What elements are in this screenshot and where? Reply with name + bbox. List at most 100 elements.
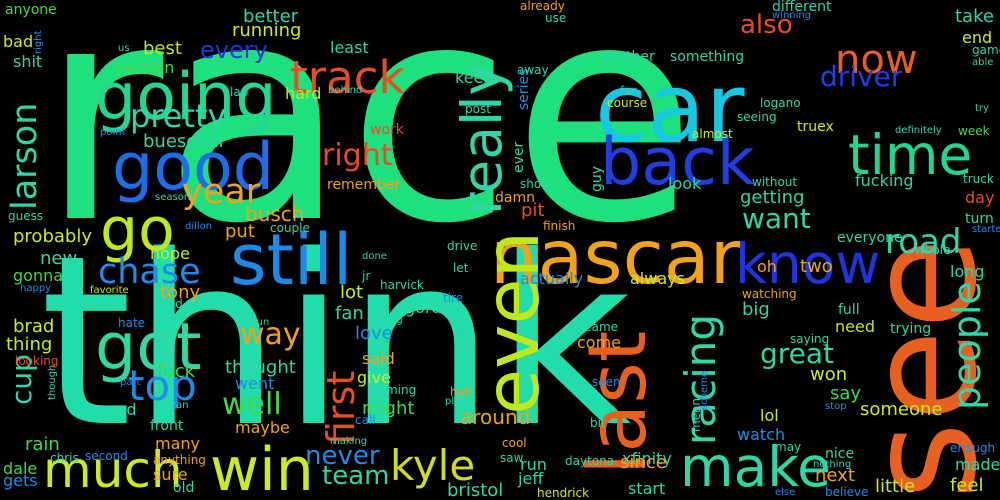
word-hendrick: hendrick [537,486,590,500]
word-seen: seen [592,375,621,389]
word-start: start [628,479,666,498]
word-used: used [98,400,137,419]
word-anyone: anyone [5,2,57,18]
word-thing: thing [6,334,53,355]
word-larson: larson [5,102,45,210]
word-watching: watching [742,287,797,301]
word-got: got [95,310,202,385]
word-least: least [330,38,369,57]
word-truex: truex [797,119,834,135]
word-remember: remember [327,177,401,193]
word-top: top [128,361,197,410]
word-keep: keep [455,68,494,87]
word-ran: ran [172,400,189,411]
word-guy: guy [589,165,605,192]
word-logano: logano [760,96,801,110]
word-winning: winning [772,10,812,21]
word-thought: thought [225,357,296,378]
word-great: great [760,337,835,370]
word-say: say [830,383,862,404]
word-part: part [120,377,141,388]
word-good: good [112,130,275,205]
word-already: already [520,0,565,13]
word-came: came [585,320,619,334]
word-brad: brad [13,316,55,337]
word-feel: feel [950,475,984,496]
word-fan: fan [335,303,364,324]
word-nascar: nascar [490,213,741,301]
word-let: let [453,261,469,275]
word-find: find [160,297,183,311]
word-drive: drive [447,239,478,253]
word-work: work [370,122,404,138]
word-dale: dale [3,459,38,478]
word-rain: rain [25,434,60,455]
word-way: way [240,317,301,352]
word-long: long [950,262,985,281]
word-lol: lol [760,406,779,425]
word-going: going [95,60,277,135]
word-saying: saying [790,332,830,346]
word-favorite: favorite [90,285,129,296]
word-year: year [182,172,261,212]
word-turn: turn [965,211,994,227]
word-actually: actually [520,269,584,288]
word-every: every [200,36,268,64]
word-something: something [670,49,745,65]
word-kyle: kyle [390,441,476,490]
word-need: need [835,317,875,336]
word-gonna: gonna [13,266,64,285]
word-seeing: seeing [737,110,777,124]
word-oh: oh [757,257,777,276]
word-time: time [848,123,973,187]
word-finish: finish [543,219,576,233]
word-jr: jr [362,269,371,283]
word-whole: whole [915,243,951,257]
word-almost: almost [692,127,733,141]
word-guess: guess [8,209,44,223]
word-front: front [150,418,184,434]
word-team: team [322,461,390,491]
word-give: give [357,368,391,387]
word-know: know [735,232,881,296]
word-put: put [225,221,255,242]
word-fuck: fuck [157,361,196,382]
word-daytona: daytona [565,454,615,468]
word-fun: fun [253,317,270,328]
word-made: made [955,455,1000,474]
word-yeah: yeah [456,320,472,355]
word-started: started [972,224,1000,235]
word-someone: someone [860,399,943,420]
word-best: best [143,38,182,59]
word-another: another [600,49,655,65]
word-trying: trying [890,321,932,337]
word-game: game [972,43,1000,57]
word-big: big [742,299,770,320]
word-happy: happy [20,283,52,294]
word-old: old [173,480,195,496]
word-coming: coming [372,383,417,397]
word-ever: ever [511,141,527,173]
word-driving: driving [368,315,403,326]
word-behind: behind [328,85,363,96]
word-caution: caution [115,58,175,77]
word-road: road [885,222,962,262]
word-back: back [600,125,755,200]
word-think: think [40,206,632,479]
word-saw: saw [500,451,524,465]
word-people: people [945,281,989,410]
word-track: track [290,51,405,104]
word-take: take [955,6,994,27]
word-come: come [577,333,622,352]
word-little: little [875,476,916,497]
word-far: far [620,84,637,98]
word-might: might [362,398,415,419]
word-make: make [680,435,832,499]
word-watch: watch [737,425,786,444]
word-probably: probably [13,226,92,247]
word-different: different [772,0,832,15]
word-right: right [33,30,44,55]
word-maybe: maybe [235,418,290,437]
word-full: full [838,302,860,318]
